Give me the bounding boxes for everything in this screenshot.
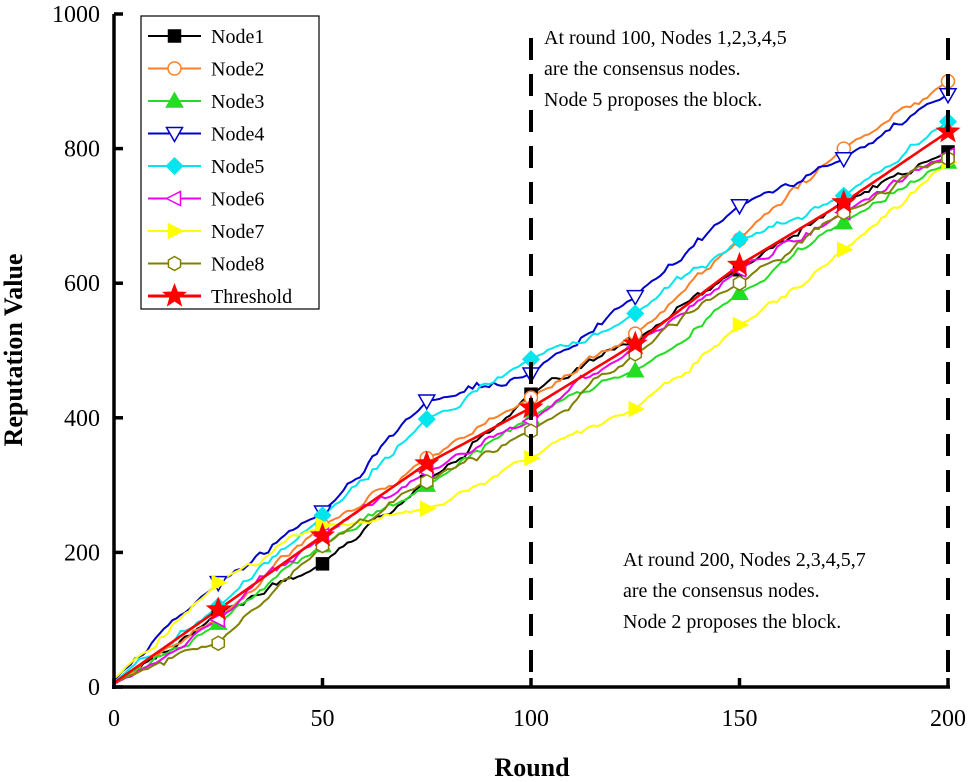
data-point-node4-150 [730,199,749,216]
legend: Node1 Node2 Node3 Node4 Node5 Node6 Node7 Node8… [140,15,320,310]
y-tick-label: 200 [64,540,100,566]
axes [112,12,950,689]
legend-marker-node8 [167,255,182,272]
data-point-threshold-75 [414,450,440,475]
annotation-line: At round 100, Nodes 1,2,3,4,5 [544,27,787,49]
series-markers [205,74,961,652]
data-point-threshold-150 [726,251,753,276]
data-point-threshold-125 [622,330,648,355]
tick-labels: 0 200 400 600 800 1000 0 50 100 150 200 [52,2,966,732]
y-tick-label: 800 [64,137,100,163]
legend-item-node3: Node3 [148,91,264,113]
data-point-node4-125 [625,289,645,307]
legend-label: Node1 [211,26,264,48]
data-point-node3-175 [834,213,854,230]
legend-label: Node4 [211,124,264,146]
legend-item-node8: Node8 [148,254,264,276]
consensus-round-lines [529,38,950,687]
data-point-node7-175 [837,241,854,258]
legend-marker-node7 [167,222,185,240]
legend-label: Node8 [211,254,264,276]
data-point-node1-50 [315,557,330,571]
legend-marker-node3 [165,91,184,108]
annotations: At round 100, Nodes 1,2,3,4,5 are the con… [544,27,866,633]
data-point-threshold-25 [205,596,231,621]
legend-marker-node5 [165,156,184,176]
x-tick-label: 0 [108,706,120,732]
data-point-node7-25 [211,574,228,591]
y-tick-label: 400 [64,406,100,432]
data-point-node7-125 [628,400,645,418]
annotation-line: Node 5 proposes the block. [544,89,762,111]
x-tick-label: 50 [311,706,335,732]
annotation-line: Node 2 proposes the block. [623,611,841,633]
data-point-threshold-50 [309,522,336,547]
legend-item-node1: Node1 [148,26,264,48]
data-point-node3-150 [730,283,749,301]
annotation-line: At round 200, Nodes 2,3,4,5,7 [623,549,866,571]
legend-label: Node3 [211,91,264,113]
data-point-node5-125 [626,304,645,323]
annotation-line: are the consensus nodes. [544,58,741,80]
legend-marker-node6 [164,190,182,207]
x-tick-label: 200 [930,706,966,732]
data-point-node5-150 [730,230,749,249]
x-tick-label: 150 [722,706,758,732]
y-tick-label: 600 [64,271,100,297]
y-axis-label: Reputation Value [0,254,28,447]
x-axis-label: Round [494,753,570,782]
data-point-node7-150 [732,316,750,334]
annotation-2: At round 200, Nodes 2,3,4,5,7 are the con… [623,549,866,633]
data-point-node4-75 [417,394,437,411]
legend-label: Node6 [211,189,264,211]
legend-marker-node4 [165,126,184,144]
annotation-line: are the consensus nodes. [623,580,820,602]
legend-item-node6: Node6 [148,189,264,211]
data-point-node8-25 [211,635,226,652]
legend-item-threshold: Threshold [148,282,292,308]
legend-label: Node7 [211,221,264,243]
x-tick-label: 100 [513,706,549,732]
legend-marker-node2 [167,61,182,76]
annotation-1: At round 100, Nodes 1,2,3,4,5 are the con… [544,27,787,111]
data-point-threshold-175 [831,189,857,214]
legend-marker-threshold [161,282,188,307]
legend-item-node5: Node5 [148,156,264,178]
y-tick-label: 0 [88,675,100,701]
legend-marker-node1 [167,29,182,43]
legend-label: Threshold [211,286,292,308]
data-point-node5-75 [417,410,436,429]
y-tick-label: 1000 [52,2,100,28]
data-point-node3-125 [625,361,645,378]
data-point-node8-75 [419,473,434,490]
data-point-node4-175 [834,151,854,169]
legend-label: Node2 [211,59,264,81]
legend-item-node2: Node2 [148,59,264,81]
legend-label: Node5 [211,156,264,178]
legend-item-node4: Node4 [148,124,264,146]
legend-item-node7: Node7 [148,221,264,243]
data-point-node8-150 [732,275,747,292]
data-point-node7-75 [420,500,437,517]
